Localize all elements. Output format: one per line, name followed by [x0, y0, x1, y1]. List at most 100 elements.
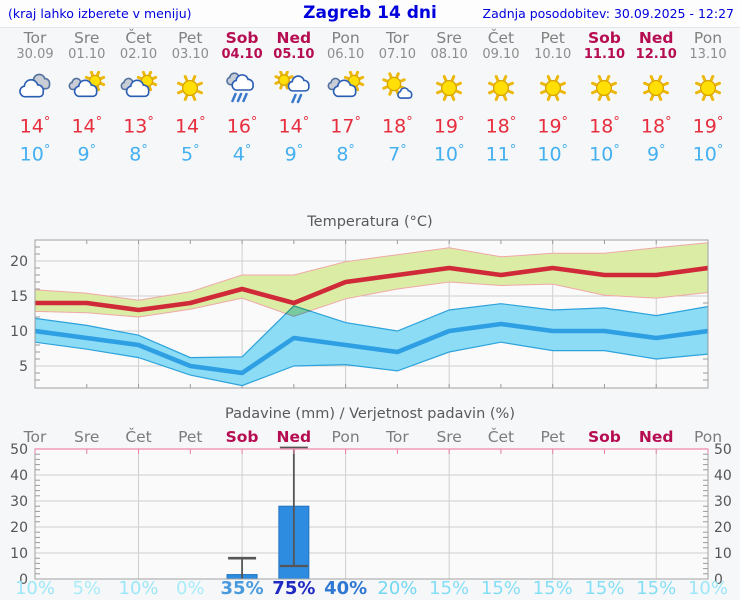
- day-date: 02.10: [119, 47, 158, 62]
- degree-symbol: °: [665, 115, 672, 130]
- shower-icon: [274, 71, 310, 104]
- precip-prob-label: 20%: [377, 578, 417, 599]
- min-temp-value: 10°: [692, 143, 724, 166]
- degree-symbol: °: [199, 115, 206, 130]
- day-column-13: Ned 12.10 18° 9°: [630, 30, 683, 167]
- precip-day-label: Pet: [178, 428, 202, 446]
- degree-symbol: °: [302, 115, 310, 130]
- day-column-1: Tor 30.09 14° 10°: [9, 30, 62, 167]
- degree-symbol: °: [348, 143, 355, 159]
- degree-symbol: °: [458, 115, 465, 130]
- precip-day-label: Tor: [23, 428, 47, 446]
- cloud-shape: [231, 74, 255, 91]
- sun-shape: [436, 75, 463, 101]
- precip-prob-label: 15%: [636, 578, 676, 599]
- sun-shape: [591, 75, 618, 101]
- day-date: 30.09: [16, 47, 54, 62]
- sunny-icon: [487, 75, 514, 101]
- precip-day-label: Sre: [436, 428, 461, 446]
- precip-day-label: Čet: [488, 427, 514, 446]
- mostlysunny-icon: [382, 72, 413, 99]
- precip-prob-label: 75%: [272, 578, 315, 599]
- precip-day-label: Ned: [277, 428, 312, 446]
- precip-prob-label: 10%: [119, 578, 159, 599]
- day-date: 10.10: [534, 47, 572, 62]
- day-date: 12.10: [635, 47, 677, 62]
- degree-symbol: °: [193, 143, 200, 159]
- day-date: 13.10: [689, 47, 727, 62]
- precip-chart-title: Padavine (mm) / Verjetnost padavin (%): [225, 406, 515, 422]
- day-column-7: Pon 06.10 17° 8°: [319, 30, 372, 167]
- precip-day-label: Sob: [588, 428, 621, 446]
- precip-y-label-left: 20: [10, 520, 28, 536]
- precip-day-label: Pon: [332, 428, 360, 446]
- degree-symbol: °: [716, 143, 724, 159]
- precip-prob-label: 15%: [533, 578, 573, 599]
- max-temp-value: 18°: [640, 115, 672, 138]
- degree-symbol: °: [89, 143, 97, 159]
- degree-symbol: °: [716, 115, 724, 130]
- day-column-12: Sob 11.10 18° 10°: [578, 30, 631, 167]
- degree-symbol: °: [509, 143, 517, 159]
- partly-icon: [120, 71, 157, 98]
- min-temp-value: 8°: [129, 143, 148, 166]
- max-temp-value: 17°: [330, 115, 361, 138]
- precip-prob-label: 15%: [429, 578, 469, 599]
- day-column-10: Čet 09.10 18° 11°: [474, 30, 527, 167]
- day-date: 09.10: [482, 47, 520, 62]
- day-name: Pon: [693, 29, 723, 47]
- sunny-icon: [436, 75, 463, 101]
- sun-shape: [487, 75, 514, 101]
- day-date: 04.10: [221, 47, 263, 62]
- page-header: (kraj lahko izberete v meniju) Zagreb 14…: [0, 0, 740, 28]
- last-update: Zadnja posodobitev: 30.09.2025 - 12:27: [482, 6, 734, 21]
- degree-symbol: °: [561, 143, 568, 159]
- cloud-shape: [397, 87, 413, 99]
- min-temp-line: [35, 321, 708, 376]
- precip-day-label: Ned: [639, 428, 674, 446]
- max-temp-value: 18°: [589, 115, 620, 138]
- degree-symbol: °: [509, 115, 517, 130]
- sunny-icon: [539, 75, 566, 101]
- min-temp-value: 10°: [537, 143, 568, 166]
- rain-icon: [226, 72, 255, 103]
- precip-day-label: Čet: [125, 427, 151, 446]
- degree-symbol: °: [250, 115, 258, 130]
- min-temp-value: 7°: [388, 143, 407, 166]
- day-name: Ned: [638, 29, 674, 47]
- day-column-5: Sob 04.10 16° 4°: [216, 30, 269, 167]
- precip-day-label: Sob: [226, 428, 259, 446]
- temp-y-label: 5: [19, 359, 28, 375]
- min-temp-value: 4°: [232, 143, 252, 166]
- degree-symbol: °: [244, 143, 252, 159]
- degree-symbol: °: [406, 115, 413, 130]
- precip-y-label-left: 40: [10, 468, 28, 484]
- degree-symbol: °: [458, 143, 465, 159]
- min-temp-value: 9°: [77, 143, 97, 166]
- cloud-shape: [332, 79, 357, 98]
- day-name: Pet: [540, 29, 565, 47]
- rain-streaks: [291, 93, 303, 104]
- temp-y-label: 20: [10, 254, 28, 270]
- day-name: Tor: [386, 29, 409, 47]
- day-column-6: Ned 05.10 14° 9°: [267, 30, 320, 167]
- precip-prob-label: 0%: [176, 578, 205, 599]
- sun-shape: [177, 75, 204, 101]
- max-temp-value: 13°: [123, 115, 154, 138]
- precip-prob-label: 15%: [481, 578, 521, 599]
- max-temp-value: 19°: [433, 115, 465, 138]
- degree-symbol: °: [561, 115, 568, 130]
- day-column-14: Pon 13.10 19° 10°: [681, 30, 734, 167]
- max-temp-value: 14°: [278, 115, 310, 138]
- max-temp-line: [35, 265, 708, 313]
- precip-y-label-right: 20: [714, 520, 732, 536]
- cloud-shape: [125, 79, 150, 98]
- cloud-shape: [73, 79, 98, 98]
- precip-y-label-left: 30: [10, 494, 28, 510]
- min-temp-value: 5°: [181, 143, 200, 166]
- temp-y-label: 15: [10, 289, 28, 305]
- temp-chart: 5 10 15 20: [10, 239, 709, 389]
- max-temp-value: 19°: [692, 115, 724, 138]
